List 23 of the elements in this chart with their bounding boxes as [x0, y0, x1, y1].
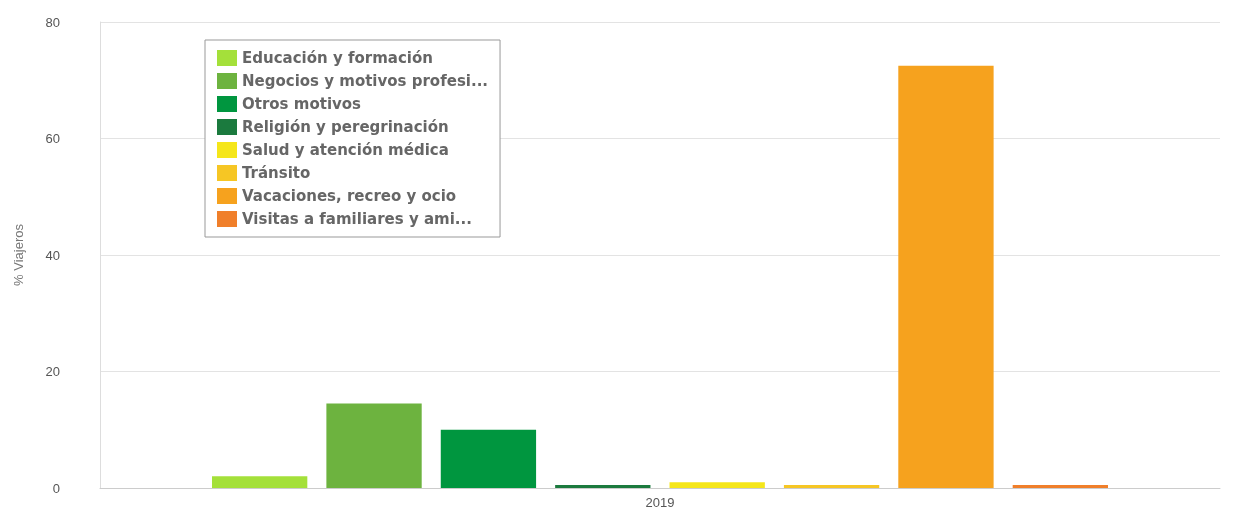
x-tick-label: 2019: [645, 495, 675, 510]
bar: [669, 482, 765, 488]
bar: [898, 65, 994, 488]
bar: [783, 485, 880, 488]
y-tick-label: 60: [45, 131, 60, 146]
bar: [555, 485, 651, 488]
legend-label: Educación y formación: [242, 49, 433, 67]
bar: [1012, 485, 1108, 488]
y-tick-label: 20: [45, 364, 60, 379]
legend-label: Vacaciones, recreo y ocio: [242, 187, 457, 205]
legend-label: Otros motivos: [242, 95, 362, 113]
y-tick-label: 0: [52, 480, 60, 496]
legend-label: Salud y atención médica: [242, 141, 449, 159]
legend-label: Tránsito: [242, 164, 311, 182]
bar: [212, 476, 308, 488]
y-tick-label: 80: [45, 14, 60, 30]
legend-label: Visitas a familiares y ami...: [242, 210, 472, 228]
bar: [440, 429, 537, 488]
y-axis-title: % Viajeros: [11, 223, 26, 286]
legend-label: Negocios y motivos profesi...: [242, 72, 489, 90]
legend-label: Religión y peregrinación: [242, 118, 449, 136]
bar: [326, 403, 422, 488]
y-tick-label: 40: [45, 247, 60, 263]
